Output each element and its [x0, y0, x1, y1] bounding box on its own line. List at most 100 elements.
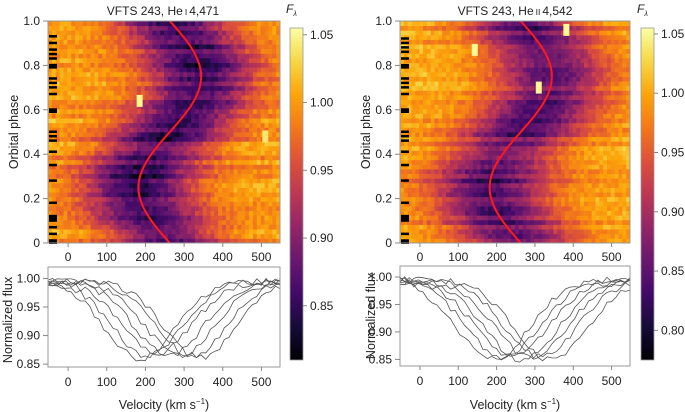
heatmap-cell: [237, 136, 242, 142]
heatmap-cell: [160, 210, 165, 216]
heatmap-cell: [480, 187, 485, 193]
heatmap-cell: [164, 81, 169, 87]
heatmap-cell: [218, 34, 223, 40]
heatmap-cell: [113, 21, 118, 27]
heatmap-cell: [400, 118, 405, 124]
heatmap-cell: [252, 215, 258, 221]
heatmap-cell: [603, 132, 608, 138]
heatmap-cell: [449, 113, 455, 119]
heatmap-cell: [156, 150, 161, 156]
y-tick-label: 0.95: [17, 300, 41, 314]
heatmap-cell: [518, 233, 524, 239]
heatmap-cell: [553, 90, 558, 96]
heatmap-cell: [237, 132, 242, 138]
heatmap-cell: [584, 150, 589, 156]
heatmap-cell: [129, 159, 134, 165]
heatmap-cell: [268, 34, 273, 40]
heatmap-cell: [140, 196, 146, 202]
heatmap-cell: [86, 113, 91, 119]
heatmap-cell: [225, 104, 231, 110]
heatmap-cell: [515, 233, 520, 239]
heatmap-cell: [526, 215, 531, 221]
heatmap-cell: [98, 238, 103, 243]
heatmap-cell: [526, 127, 531, 133]
heatmap-cell: [175, 81, 180, 87]
heatmap-cell: [442, 238, 447, 243]
heatmap-cell: [90, 150, 95, 156]
heatmap-cell: [133, 141, 138, 147]
heatmap-cell: [272, 159, 277, 165]
heatmap-cell: [206, 150, 211, 156]
heatmap-cell: [109, 90, 115, 96]
heatmap-cell: [499, 224, 504, 230]
heatmap-cell: [553, 210, 558, 216]
heatmap-cell: [476, 233, 481, 239]
heatmap-cell: [249, 215, 254, 221]
heatmap-cell: [260, 95, 265, 101]
heatmap-cell: [252, 90, 258, 96]
heatmap-cell: [125, 118, 130, 124]
heatmap-cell: [434, 238, 439, 243]
heatmap-cell: [553, 238, 558, 243]
heatmap-cell: [584, 187, 589, 193]
heatmap-cell: [419, 127, 424, 133]
heatmap-cell: [63, 76, 68, 82]
heatmap-cell: [210, 85, 215, 91]
heatmap-cell: [117, 53, 122, 59]
heatmap-cell: [511, 141, 516, 147]
heatmap-cell: [268, 178, 273, 184]
heatmap-cell: [256, 113, 262, 119]
heatmap-cell: [144, 85, 149, 91]
heatmap-cell: [90, 67, 95, 73]
heatmap-cell: [160, 141, 165, 147]
heatmap-cell: [152, 178, 157, 184]
heatmap-cell: [140, 58, 146, 64]
heatmap-cell: [210, 25, 215, 31]
heatmap-cell: [144, 155, 149, 161]
heatmap-cell: [507, 182, 512, 188]
heatmap-cell: [584, 233, 589, 239]
heatmap-cell: [113, 108, 118, 114]
heatmap-cell: [268, 173, 273, 179]
heatmap-cell: [225, 155, 231, 161]
heatmap-cell: [55, 159, 60, 165]
heatmap-cell: [86, 169, 91, 175]
heatmap-cell: [82, 122, 88, 128]
heatmap-cell: [423, 113, 428, 119]
heatmap-cell: [218, 118, 223, 124]
heatmap-cell: [449, 141, 455, 147]
heatmap-cell: [276, 39, 280, 45]
heatmap-cell: [465, 141, 470, 147]
heatmap-cell: [179, 224, 184, 230]
heatmap-cell: [102, 21, 107, 27]
heatmap-cell: [530, 122, 535, 128]
heatmap-cell: [214, 62, 219, 68]
heatmap-cell: [51, 136, 57, 142]
heatmap-cell: [55, 238, 60, 243]
y-tick-label: 1.0: [23, 14, 40, 28]
heatmap-cell: [469, 201, 474, 207]
heatmap-cell: [198, 155, 204, 161]
heatmap-cell: [167, 39, 173, 45]
heatmap-cell: [626, 178, 630, 184]
heatmap-cell: [438, 132, 443, 138]
heatmap-cell: [480, 178, 485, 184]
heatmap-cell: [515, 118, 520, 124]
heatmap-cell: [218, 71, 223, 77]
heatmap-cell: [411, 173, 416, 179]
heatmap-cell: [430, 118, 435, 124]
heatmap-cell: [595, 141, 600, 147]
heatmap-cell: [476, 182, 481, 188]
heatmap-cell: [607, 196, 612, 202]
heatmap-cell: [587, 132, 593, 138]
x-tick-label: 300: [174, 250, 194, 264]
heatmap-cell: [400, 164, 405, 170]
heatmap-cell: [214, 136, 219, 142]
heatmap-cell: [580, 155, 585, 161]
heatmap-cell: [225, 224, 231, 230]
heatmap-cell: [86, 150, 91, 156]
heatmap-cell: [206, 53, 211, 59]
heatmap-cell: [572, 136, 577, 142]
heatmap-cell: [179, 229, 184, 235]
heatmap-cell: [51, 132, 57, 138]
